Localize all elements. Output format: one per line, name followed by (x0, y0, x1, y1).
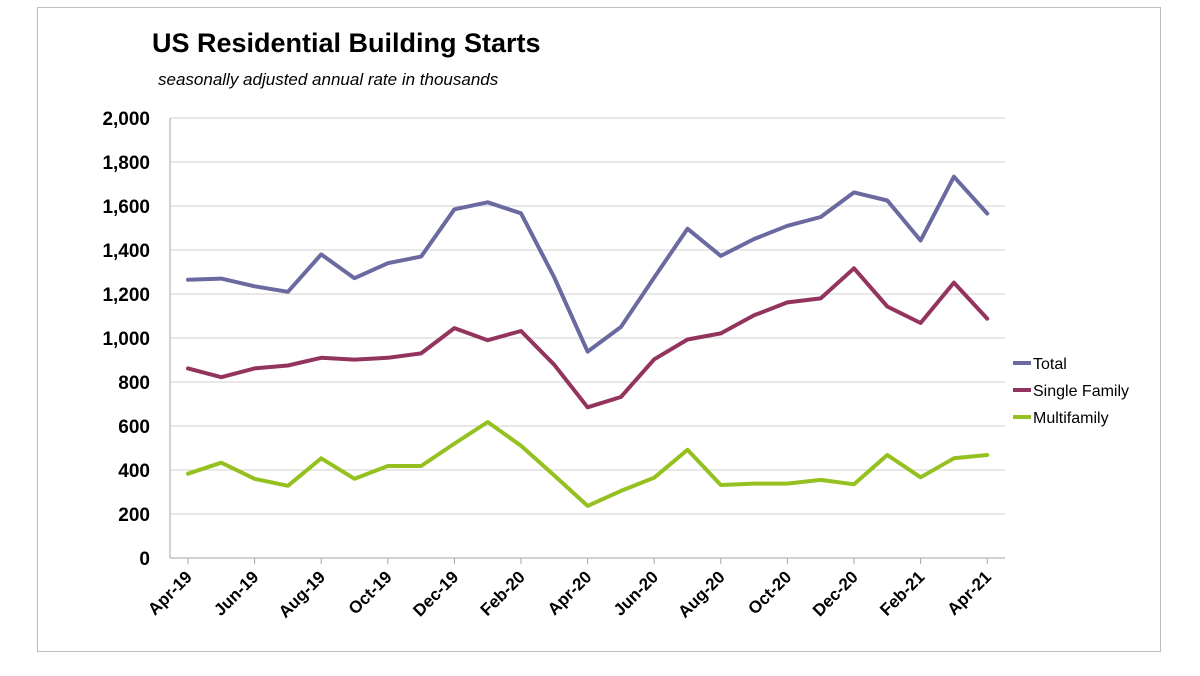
legend-label-single-family: Single Family (1033, 383, 1129, 400)
y-tick-label: 2,000 (102, 109, 150, 130)
x-tick-label: Jun-20 (610, 567, 662, 619)
series-line-multifamily (186, 420, 990, 508)
y-tick-label: 1,200 (102, 285, 150, 306)
chart-title: US Residential Building Starts (152, 28, 541, 58)
series-line-total (186, 174, 990, 354)
x-tick-label: Jun-19 (210, 567, 262, 619)
x-tick-label: Feb-20 (477, 567, 529, 619)
y-tick-label: 600 (118, 417, 150, 438)
x-tick-label: Dec-20 (809, 567, 862, 620)
x-tick-label: Aug-20 (674, 567, 728, 621)
chart-frame (37, 7, 1161, 652)
y-axis-ticks: 0 200 400 600 800 1,000 1,200 1,400 1,600 1,800 2,… (102, 109, 150, 570)
y-tick-label: 1,600 (102, 197, 150, 218)
y-tick-label: 400 (118, 461, 150, 482)
y-tick-label: 800 (118, 373, 150, 394)
y-tick-label: 1,800 (102, 153, 150, 174)
x-tick-label: Dec-19 (409, 567, 462, 620)
y-tick-label: 1,400 (102, 241, 150, 262)
series-lines (186, 174, 990, 508)
y-tick-label: 1,000 (102, 329, 150, 350)
x-tick-label: Feb-21 (876, 567, 928, 619)
x-tick-label: Apr-21 (944, 567, 996, 619)
x-axis-ticks: Apr-19 Jun-19 Aug-19 Oct-19 Dec-19 Feb-20 Apr-… (144, 558, 995, 622)
x-tick-label: Oct-19 (345, 567, 396, 618)
legend-label-total: Total (1033, 356, 1067, 373)
legend-label-multifamily: Multifamily (1033, 410, 1109, 427)
x-tick-label: Apr-20 (544, 567, 596, 619)
x-tick-label: Oct-20 (744, 567, 795, 618)
x-tick-label: Aug-19 (275, 567, 329, 621)
y-tick-label: 200 (118, 505, 150, 526)
legend: Total Single Family Multifamily (1013, 356, 1129, 427)
gridlines (170, 117, 1005, 515)
x-tick-label: Apr-19 (144, 567, 196, 619)
series-line-single-family (186, 266, 990, 410)
y-tick-label: 0 (139, 549, 150, 570)
chart-subtitle: seasonally adjusted annual rate in thous… (158, 70, 499, 89)
